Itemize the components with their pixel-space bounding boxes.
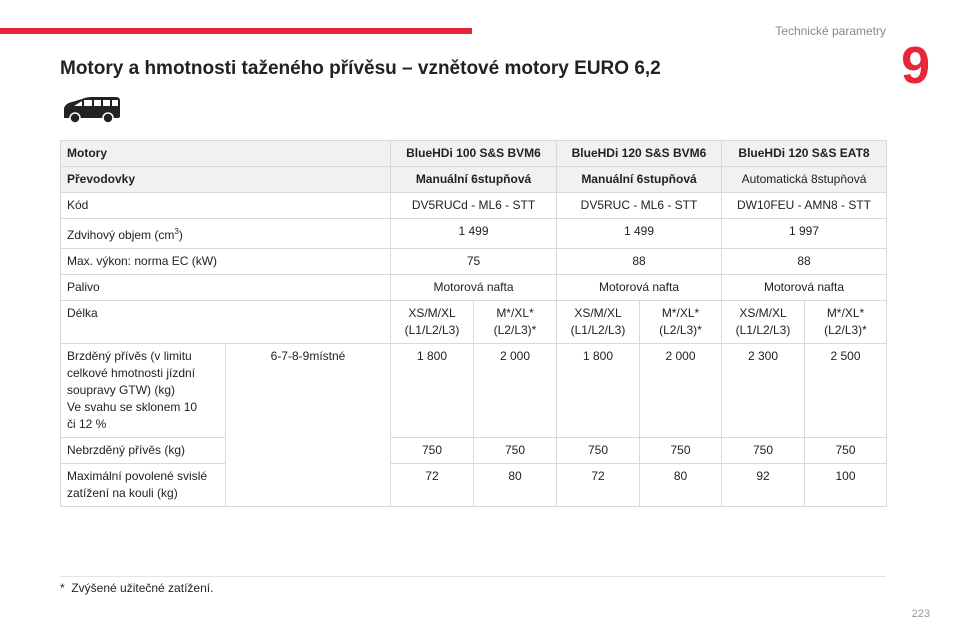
- header-accent-bar: [0, 28, 472, 34]
- length-codes: (L2/L3)*: [824, 323, 867, 337]
- vertical-load-cell: 80: [639, 463, 722, 507]
- power-cell: 75: [390, 248, 557, 275]
- braked-label-line: celkové hmotnosti jízdní: [67, 366, 196, 380]
- braked-cell: 2 000: [473, 343, 557, 438]
- gearbox-label: Převodovky: [60, 166, 391, 193]
- braked-cell: 1 800: [390, 343, 474, 438]
- braked-trailer-label: Brzděný přívěs (v limitu celkové hmotnos…: [60, 343, 226, 438]
- length-cell: XS/M/XL (L1/L2/L3): [721, 300, 805, 344]
- engine-spec-table: Motory BlueHDi 100 S&S BVM6 BlueHDi 120 …: [60, 140, 887, 507]
- footnote-text: Zvýšené užitečné zatížení.: [71, 581, 214, 595]
- unbraked-cell: 750: [473, 437, 557, 464]
- power-cell: 88: [721, 248, 887, 275]
- fuel-cell: Motorová nafta: [556, 274, 722, 301]
- length-cell: M*/XL* (L2/L3)*: [473, 300, 557, 344]
- displacement-cell: 1 499: [556, 218, 722, 249]
- code-label: Kód: [60, 192, 391, 219]
- braked-label-line: Brzděný přívěs (v limitu: [67, 349, 192, 363]
- displacement-label-close: ): [178, 228, 183, 242]
- motor-cell: BlueHDi 120 S&S BVM6: [556, 140, 722, 167]
- gearbox-cell: Manuální 6stupňová: [556, 166, 722, 193]
- section-name: Technické parametry: [775, 24, 886, 38]
- length-cell: XS/M/XL (L1/L2/L3): [390, 300, 474, 344]
- displacement-row: Zdvihový objem (cm3) 1 499 1 499 1 997: [60, 218, 887, 249]
- gearbox-row: Převodovky Manuální 6stupňová Manuální 6…: [60, 166, 887, 193]
- displacement-unit-exponent: 3: [174, 227, 179, 236]
- length-row: Délka XS/M/XL (L1/L2/L3) M*/XL* (L2/L3)* X…: [60, 300, 887, 344]
- braked-label-line: Ve svahu se sklonem 10: [67, 400, 198, 414]
- displacement-cell: 1 499: [390, 218, 557, 249]
- braked-cell: 2 500: [804, 343, 887, 438]
- unbraked-trailer-label: Nebrzděný přívěs (kg): [60, 437, 226, 464]
- length-sizes: M*/XL*: [496, 306, 534, 320]
- braked-label-line: či 12 %: [67, 417, 107, 431]
- fuel-cell: Motorová nafta: [721, 274, 887, 301]
- page-title: Motory a hmotnosti taženého přívěsu – vz…: [60, 58, 661, 79]
- displacement-cell: 1 997: [721, 218, 887, 249]
- vertical-label-line: Maximální povolené svislé: [67, 469, 208, 483]
- unbraked-cell: 750: [804, 437, 887, 464]
- braked-trailer-row: Brzděný přívěs (v limitu celkové hmotnos…: [60, 343, 887, 507]
- braked-cell: 2 300: [721, 343, 805, 438]
- length-cell: XS/M/XL (L1/L2/L3): [556, 300, 640, 344]
- unbraked-cell: 750: [639, 437, 722, 464]
- length-codes: (L1/L2/L3): [570, 323, 626, 337]
- length-codes: (L2/L3)*: [493, 323, 537, 337]
- vertical-load-cell: 80: [473, 463, 557, 507]
- power-label: Max. výkon: norma EC (kW): [60, 248, 391, 275]
- braked-cell: 2 000: [639, 343, 722, 438]
- seats-note: 6-7-8-9místné: [225, 343, 391, 507]
- length-sizes: XS/M/XL: [574, 306, 622, 320]
- length-codes: (L1/L2/L3): [735, 323, 791, 337]
- length-cell: M*/XL* (L2/L3)*: [804, 300, 887, 344]
- unbraked-cell: 750: [556, 437, 640, 464]
- length-label: Délka: [60, 300, 391, 344]
- power-cell: 88: [556, 248, 722, 275]
- chapter-number: 9: [901, 37, 930, 95]
- footnote-divider: [60, 576, 886, 577]
- vertical-load-cell: 100: [804, 463, 887, 507]
- length-sizes: XS/M/XL: [408, 306, 456, 320]
- motor-cell: BlueHDi 100 S&S BVM6: [390, 140, 557, 167]
- braked-cell: 1 800: [556, 343, 640, 438]
- vertical-load-cell: 72: [556, 463, 640, 507]
- unbraked-trailer-row: Nebrzděný přívěs (kg) 750 750 750 750 75…: [60, 437, 887, 464]
- fuel-cell: Motorová nafta: [390, 274, 557, 301]
- length-codes: (L1/L2/L3): [404, 323, 460, 337]
- code-cell: DV5RUCd - ML6 - STT: [390, 192, 557, 219]
- motors-label: Motory: [60, 140, 391, 167]
- unbraked-cell: 750: [390, 437, 474, 464]
- code-cell: DV5RUC - ML6 - STT: [556, 192, 722, 219]
- braked-label-line: soupravy GTW) (kg): [67, 383, 176, 397]
- page-number: 223: [911, 608, 930, 620]
- footnote: * Zvýšené užitečné zatížení.: [60, 581, 213, 595]
- length-sizes: XS/M/XL: [739, 306, 787, 320]
- gearbox-cell: Automatická 8stupňová: [721, 166, 887, 193]
- vertical-load-cell: 72: [390, 463, 474, 507]
- fuel-row: Palivo Motorová nafta Motorová nafta Mot…: [60, 274, 887, 301]
- power-row: Max. výkon: norma EC (kW) 75 88 88: [60, 248, 887, 275]
- unbraked-cell: 750: [721, 437, 805, 464]
- gearbox-cell: Manuální 6stupňová: [390, 166, 557, 193]
- length-sizes: M*/XL*: [826, 306, 865, 320]
- vertical-load-row: Maximální povolené svislé zatížení na ko…: [60, 463, 887, 507]
- length-codes: (L2/L3)*: [659, 323, 702, 337]
- code-cell: DW10FEU - AMN8 - STT: [721, 192, 887, 219]
- displacement-label-text: Zdvihový objem (cm: [67, 228, 175, 242]
- footnote-mark: *: [60, 581, 65, 595]
- van-icon: [64, 97, 120, 124]
- length-sizes: M*/XL*: [661, 306, 700, 320]
- vertical-load-cell: 92: [721, 463, 805, 507]
- vertical-load-label: Maximální povolené svislé zatížení na ko…: [60, 463, 226, 507]
- fuel-label: Palivo: [60, 274, 391, 301]
- motors-row: Motory BlueHDi 100 S&S BVM6 BlueHDi 120 …: [60, 140, 887, 167]
- motor-cell: BlueHDi 120 S&S EAT8: [721, 140, 887, 167]
- length-cell: M*/XL* (L2/L3)*: [639, 300, 722, 344]
- vertical-label-line: zatížení na kouli (kg): [67, 486, 178, 500]
- code-row: Kód DV5RUCd - ML6 - STT DV5RUC - ML6 - S…: [60, 192, 887, 219]
- displacement-label: Zdvihový objem (cm3): [60, 218, 391, 249]
